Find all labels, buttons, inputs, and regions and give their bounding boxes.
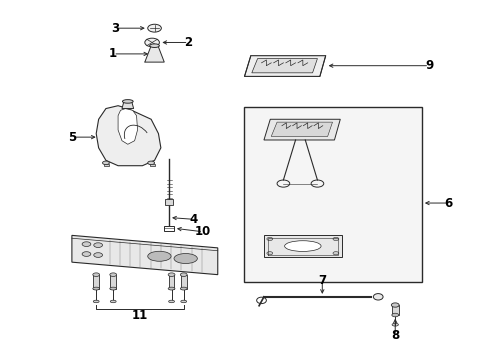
Bar (165, 199, 173, 205)
Ellipse shape (94, 253, 102, 257)
Ellipse shape (147, 161, 154, 165)
Polygon shape (144, 46, 164, 62)
Ellipse shape (82, 252, 91, 256)
Text: 3: 3 (111, 22, 120, 35)
Ellipse shape (266, 252, 272, 255)
Ellipse shape (93, 273, 100, 276)
Text: 7: 7 (318, 274, 325, 287)
Ellipse shape (122, 100, 133, 103)
Text: 11: 11 (132, 309, 148, 321)
Ellipse shape (180, 287, 187, 290)
Ellipse shape (174, 253, 197, 264)
Text: 8: 8 (390, 329, 399, 342)
Text: 10: 10 (195, 225, 211, 238)
Text: 4: 4 (189, 213, 197, 226)
Bar (93, 275, 99, 289)
Ellipse shape (94, 243, 102, 247)
Ellipse shape (181, 300, 186, 303)
Ellipse shape (332, 252, 338, 255)
Ellipse shape (149, 44, 159, 48)
Text: 2: 2 (184, 36, 192, 49)
Bar (164, 226, 174, 231)
Ellipse shape (332, 237, 338, 240)
Ellipse shape (391, 323, 398, 326)
Polygon shape (251, 59, 317, 73)
Bar (168, 275, 174, 289)
Bar (391, 305, 398, 315)
Ellipse shape (391, 313, 398, 317)
Ellipse shape (93, 300, 99, 303)
Ellipse shape (93, 287, 100, 290)
Bar (149, 163, 154, 166)
Text: 9: 9 (424, 59, 432, 72)
Ellipse shape (82, 242, 91, 247)
Polygon shape (118, 109, 137, 144)
Text: 6: 6 (444, 197, 452, 210)
Ellipse shape (180, 273, 187, 276)
Bar (244, 107, 421, 282)
Polygon shape (271, 122, 332, 136)
Ellipse shape (390, 303, 398, 307)
Ellipse shape (110, 287, 116, 290)
Ellipse shape (168, 273, 175, 276)
Ellipse shape (266, 237, 272, 240)
Ellipse shape (102, 161, 109, 165)
Polygon shape (264, 119, 340, 140)
Bar (110, 275, 116, 289)
Polygon shape (122, 102, 133, 109)
Ellipse shape (144, 38, 159, 47)
Text: 1: 1 (109, 48, 117, 60)
Polygon shape (264, 235, 341, 257)
Ellipse shape (147, 24, 161, 32)
Polygon shape (244, 56, 325, 76)
Ellipse shape (110, 273, 116, 276)
Bar (181, 275, 186, 289)
Polygon shape (96, 106, 161, 166)
Ellipse shape (284, 241, 321, 251)
Polygon shape (72, 235, 217, 275)
Ellipse shape (372, 294, 382, 300)
Ellipse shape (110, 300, 116, 303)
Ellipse shape (147, 251, 171, 261)
Ellipse shape (168, 300, 174, 303)
Bar (104, 163, 109, 166)
Ellipse shape (168, 287, 175, 290)
Text: 5: 5 (68, 131, 76, 144)
